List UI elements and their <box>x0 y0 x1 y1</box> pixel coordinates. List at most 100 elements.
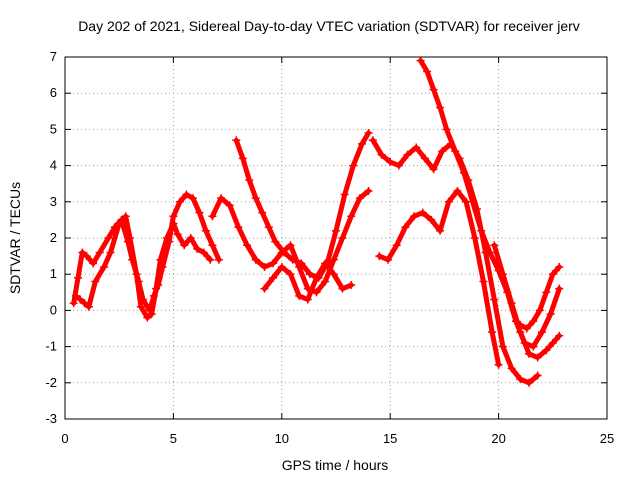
data-point <box>186 234 195 242</box>
data-point <box>423 67 432 76</box>
data-point <box>201 226 210 235</box>
series-satellite-track-G <box>375 186 503 369</box>
data-point <box>468 197 477 206</box>
data-point <box>394 161 403 170</box>
data-point <box>364 186 373 195</box>
data-point <box>355 194 364 203</box>
y-tick-label: -2 <box>45 375 57 390</box>
data-point <box>286 270 295 279</box>
data-point <box>208 241 217 250</box>
x-axis-label: GPS time / hours <box>282 457 389 473</box>
data-point <box>349 161 358 170</box>
data-point <box>555 262 564 271</box>
series-satellite-track-B <box>71 212 215 322</box>
data-point <box>199 248 208 257</box>
data-point <box>286 241 295 250</box>
data-point <box>516 328 525 337</box>
y-tick-label: 5 <box>50 121 57 136</box>
data-point <box>89 259 98 268</box>
data-point <box>121 212 130 221</box>
y-tick-label: 7 <box>50 49 57 64</box>
data-point <box>91 277 100 286</box>
data-point <box>453 186 462 195</box>
data-point <box>442 125 451 134</box>
data-series <box>69 56 564 387</box>
series-satellite-track-E <box>260 259 356 304</box>
data-point <box>368 136 377 145</box>
series-satellite-track-F <box>368 136 542 387</box>
data-point <box>95 248 104 257</box>
data-point <box>375 252 384 261</box>
data-point <box>418 208 427 217</box>
data-point <box>516 375 525 384</box>
data-point <box>533 353 542 362</box>
data-point <box>329 270 338 279</box>
data-point <box>225 201 234 210</box>
data-point <box>152 284 161 293</box>
series-satellite-track-J <box>516 262 564 333</box>
data-point <box>537 328 546 337</box>
data-point <box>485 248 494 257</box>
data-point <box>416 56 425 65</box>
y-tick-label: 1 <box>50 266 57 281</box>
y-tick-label: 4 <box>50 158 57 173</box>
x-tick-label: 10 <box>275 431 289 446</box>
data-point <box>321 277 330 286</box>
data-point <box>217 194 226 203</box>
data-point <box>71 291 80 300</box>
series-satellite-track-I <box>490 241 564 362</box>
data-point <box>420 154 429 163</box>
data-point <box>548 338 557 347</box>
data-point <box>535 306 544 315</box>
data-point <box>169 219 178 228</box>
data-point <box>358 139 367 148</box>
axis-ticks: -3 -2 -1 0 1 2 3 4 5 6 7 0 5 10 15 20 25 <box>45 49 614 446</box>
data-point <box>80 299 89 308</box>
data-point <box>364 129 373 138</box>
chart-title: Day 202 of 2021, Sidereal Day-to-day VTE… <box>78 18 580 34</box>
data-point <box>429 165 438 174</box>
data-point <box>136 302 145 311</box>
data-point <box>479 277 488 286</box>
data-point <box>347 212 356 221</box>
data-point <box>214 255 223 264</box>
data-point <box>451 147 460 156</box>
data-point <box>169 212 178 221</box>
data-point <box>321 259 330 268</box>
y-tick-label: -3 <box>45 411 57 426</box>
data-point <box>260 262 269 271</box>
data-point <box>76 295 85 304</box>
data-point <box>401 223 410 232</box>
data-point <box>488 328 497 337</box>
grid-lines <box>65 57 607 419</box>
data-point <box>277 262 286 271</box>
data-point <box>529 317 538 326</box>
data-point <box>332 226 340 235</box>
data-point <box>429 85 438 94</box>
data-point <box>232 136 241 145</box>
data-point <box>180 241 189 250</box>
data-point <box>173 230 182 239</box>
y-tick-label: -1 <box>45 339 57 354</box>
y-tick-label: 0 <box>50 302 57 317</box>
data-point <box>206 255 215 264</box>
data-point <box>193 244 202 253</box>
data-point <box>477 226 486 235</box>
data-point <box>126 234 135 242</box>
data-point <box>490 295 499 304</box>
data-point <box>427 215 436 224</box>
data-point <box>279 248 288 257</box>
y-tick-label: 3 <box>50 194 57 209</box>
x-tick-label: 25 <box>600 431 614 446</box>
data-point <box>555 284 564 293</box>
data-point <box>386 157 395 166</box>
y-tick-label: 2 <box>50 230 57 245</box>
data-point <box>377 150 386 159</box>
data-point <box>175 197 184 206</box>
data-point <box>524 349 533 358</box>
data-point <box>238 154 247 163</box>
data-point <box>245 176 254 185</box>
data-point <box>106 248 115 257</box>
data-point <box>269 259 278 268</box>
data-point <box>392 241 401 250</box>
